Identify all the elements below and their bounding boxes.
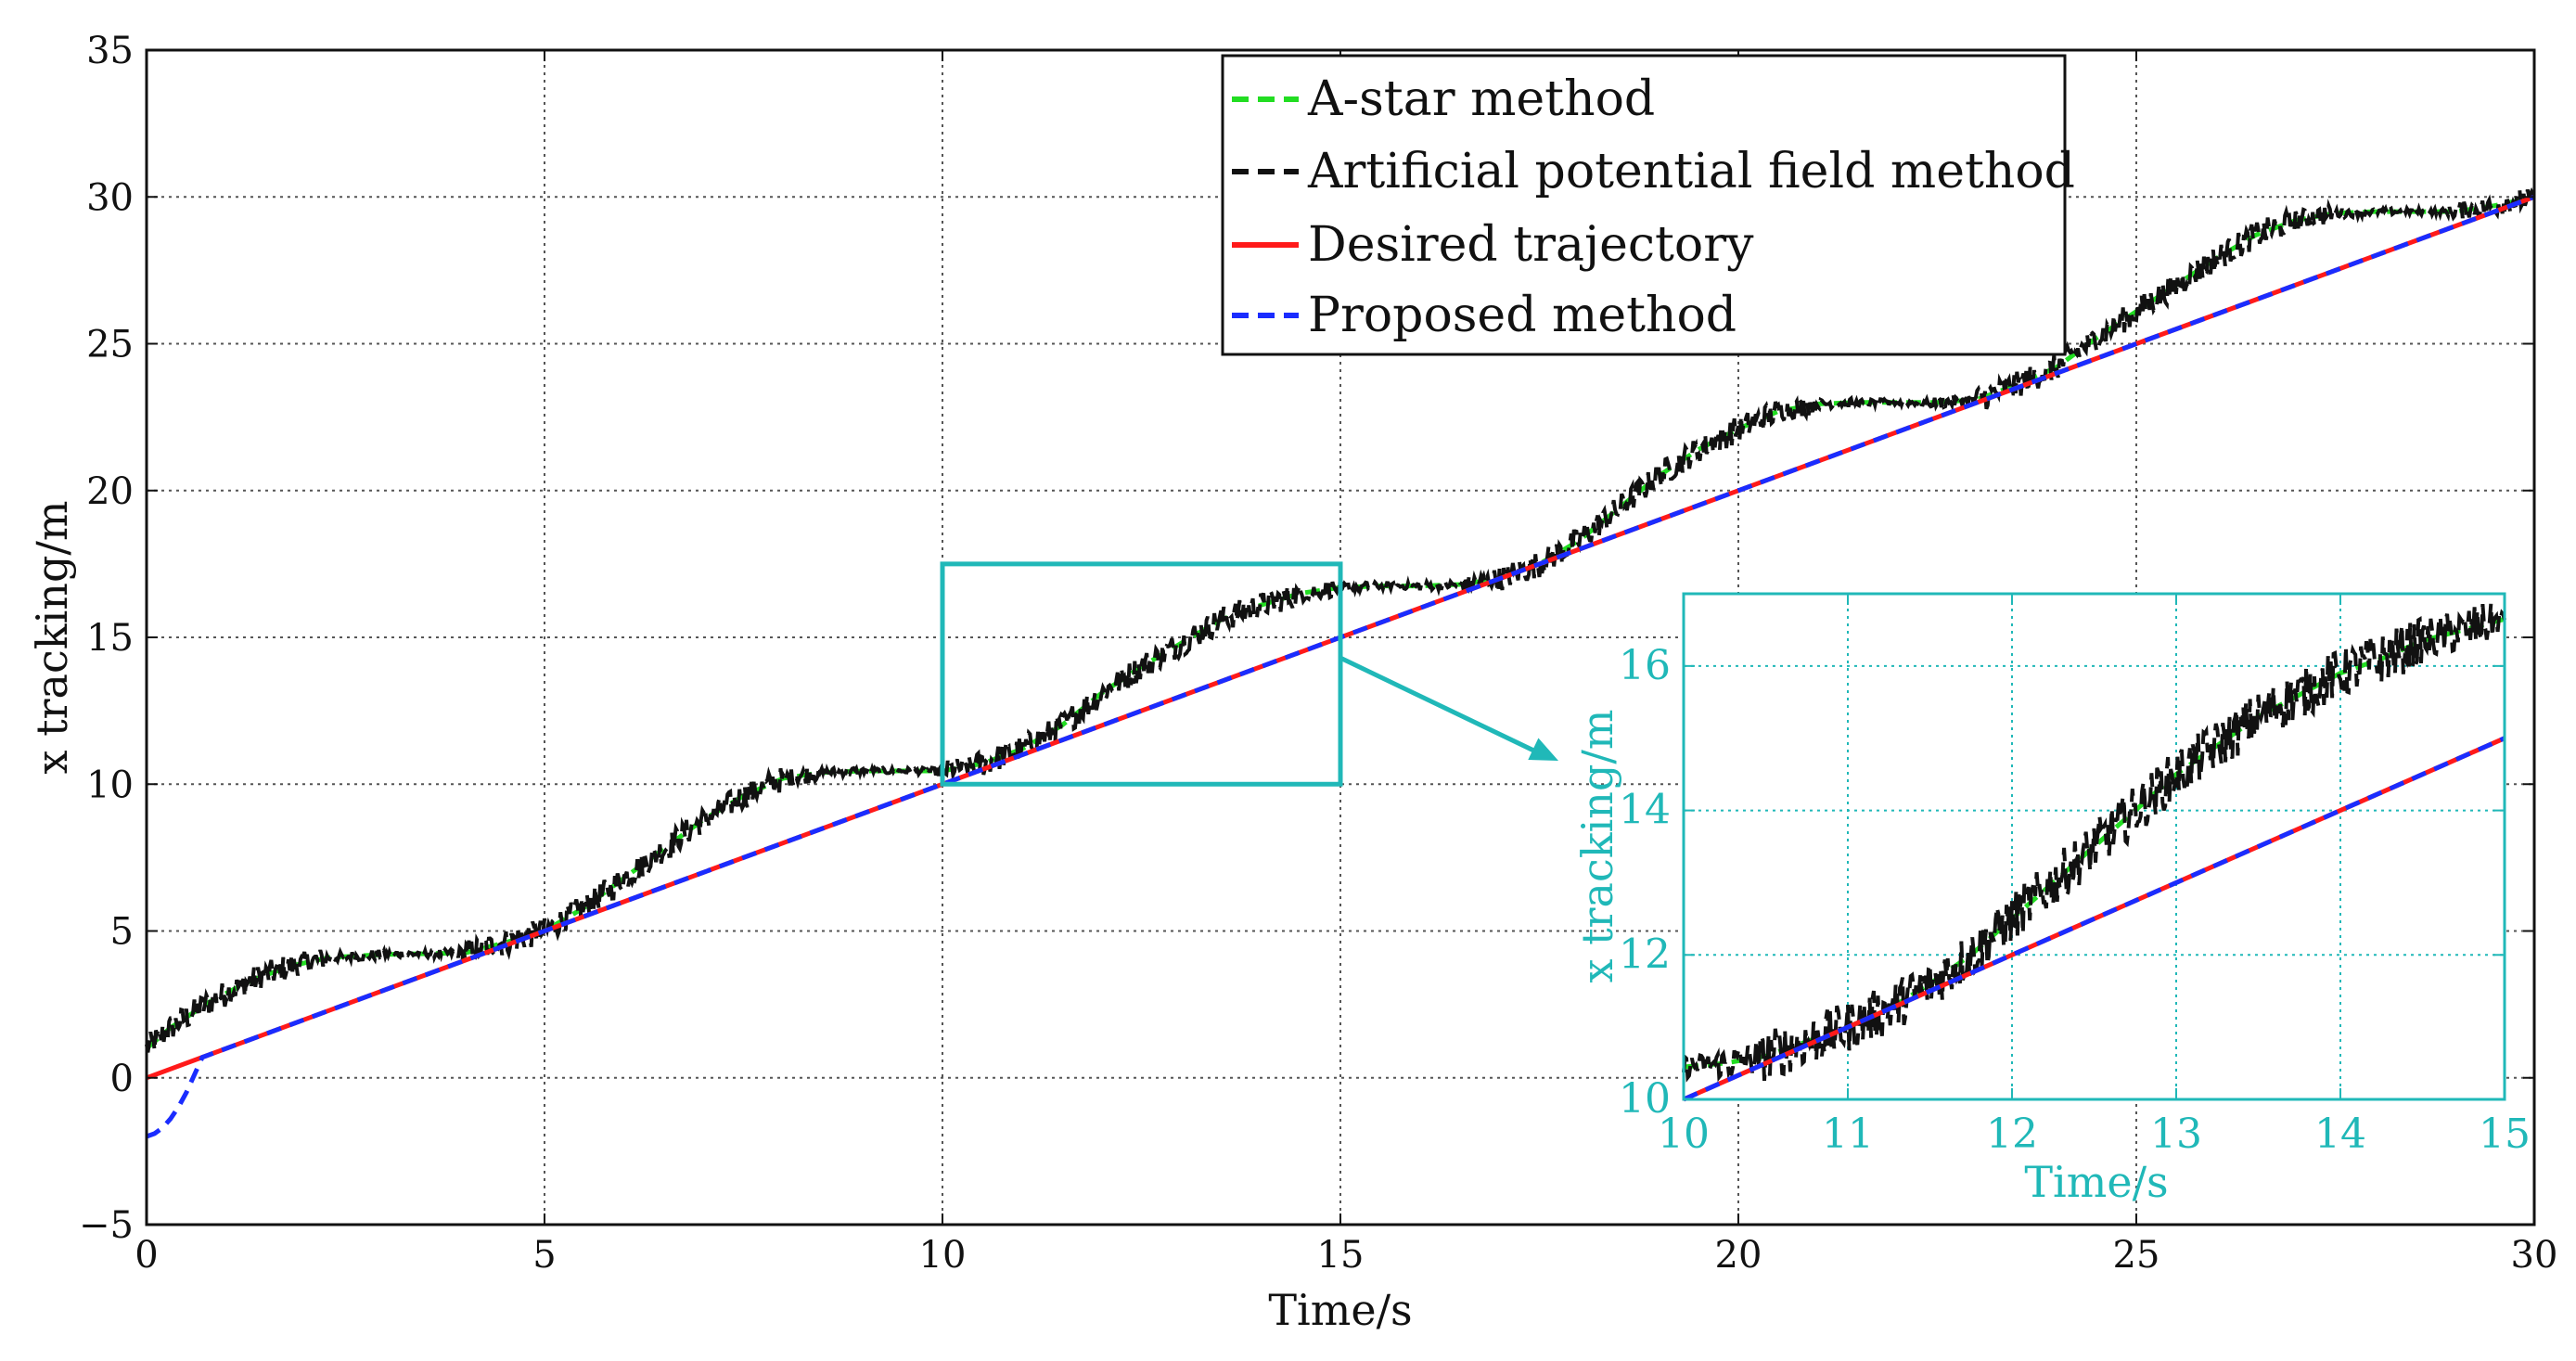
- legend-label-desired: Desired trajectory: [1308, 217, 1754, 273]
- main-ytick-label-5: 5: [110, 911, 134, 954]
- main-ytick-label-35: 35: [86, 30, 134, 72]
- legend-box: [1221, 54, 2067, 356]
- zoom-region-box: [940, 561, 1343, 787]
- inset-ytick-label-16: 16: [1619, 642, 1671, 689]
- main-y-axis-title: x tracking/m: [27, 500, 77, 774]
- main-ytick-label-20: 20: [86, 470, 134, 513]
- inset-plot-frame: [1682, 592, 2506, 1101]
- main-xtick-label-10: 10: [919, 1234, 967, 1277]
- main-ytick-label-30: 30: [86, 176, 134, 219]
- inset-ticks: 10 11 12 13 14 15 10 12 14 16: [1619, 594, 2531, 1158]
- main-x-axis-title: Time/s: [1268, 1285, 1412, 1335]
- main-ytick-label-15: 15: [86, 617, 134, 660]
- legend-label-proposed: Proposed method: [1308, 288, 1737, 343]
- inset-series-apf: [1682, 603, 2506, 1083]
- inset-xtick-label-13: 13: [2150, 1111, 2202, 1158]
- main-xtick-label-20: 20: [1715, 1234, 1762, 1277]
- inset-y-axis-title: x tracking/m: [1572, 709, 1622, 982]
- inset-xtick-label-11: 11: [1822, 1111, 1874, 1158]
- zoom-arrow-head: [1528, 738, 1558, 761]
- inset-xtick-label-15: 15: [2479, 1111, 2531, 1158]
- main-xtick-label-0: 0: [135, 1234, 158, 1277]
- main-xtick-label-15: 15: [1317, 1234, 1365, 1277]
- inset-x-axis-title: Time/s: [2024, 1157, 2168, 1207]
- inset-series-proposed: [1682, 736, 2506, 1102]
- zoom-arrow: [1339, 655, 1558, 761]
- main-ytick-label--5: −5: [79, 1204, 134, 1247]
- main-ytick-label-10: 10: [86, 764, 134, 806]
- main-xtick-label-5: 5: [532, 1234, 556, 1277]
- inset-xtick-label-10: 10: [1658, 1111, 1710, 1158]
- main-xtick-label-25: 25: [2113, 1234, 2160, 1277]
- zoom-arrow-shaft: [1339, 655, 1547, 759]
- inset-xtick-label-12: 12: [1986, 1111, 2038, 1158]
- legend-label-astar: A-star method: [1307, 71, 1655, 127]
- legend-label-apf: Artificial potential field method: [1307, 144, 2075, 199]
- inset-ytick-label-12: 12: [1619, 931, 1671, 978]
- legend: A-star method Artificial potential field…: [1221, 54, 2075, 356]
- main-ytick-label-0: 0: [110, 1058, 134, 1100]
- main-ytick-label-25: 25: [86, 324, 134, 366]
- inset-series: [1682, 603, 2506, 1102]
- main-xtick-label-30: 30: [2511, 1234, 2558, 1277]
- inset-ytick-label-14: 14: [1619, 787, 1671, 834]
- inset-ytick-label-10: 10: [1619, 1075, 1671, 1123]
- inset-xtick-label-14: 14: [2314, 1111, 2366, 1158]
- main-series-proposed: [146, 194, 2535, 1139]
